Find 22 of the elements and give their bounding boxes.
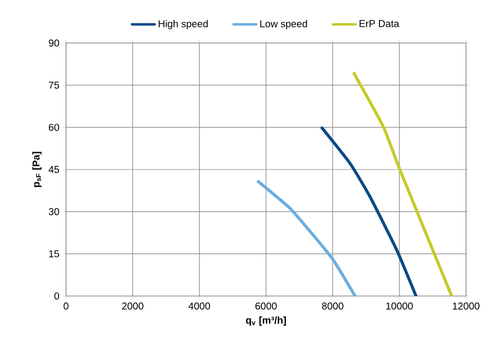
y-tick-label: 75 [48,82,60,89]
line-series [320,126,418,296]
x-tick-label: 2000 [122,302,144,310]
y-tick-label: 30 [48,208,60,216]
line-series [256,180,357,296]
x-tick-label: 4000 [188,302,210,310]
x-tick-label: 8000 [322,302,344,310]
legend-label: High speed [158,20,208,30]
y-axis-title: p$_{sF}$ [Pa] [32,152,42,188]
x-axis-title: q$_{v}$ [m³/h] [246,316,286,326]
x-tick-label: 6000 [255,302,277,310]
y-tick-label: 15 [49,250,60,258]
legend-label: ErP Data [360,20,400,28]
y-tick-label: 45 [48,166,60,173]
y-tick-label: 0 [54,292,60,300]
x-tick-label: 0 [64,302,68,310]
y-tick-label: 90 [48,39,60,47]
x-tick-label: 10000 [386,302,413,310]
line-series [352,72,454,296]
x-tick-label: 12000 [452,302,480,310]
y-tick-label: 60 [48,124,60,131]
legend-label: Low speed [260,20,308,30]
